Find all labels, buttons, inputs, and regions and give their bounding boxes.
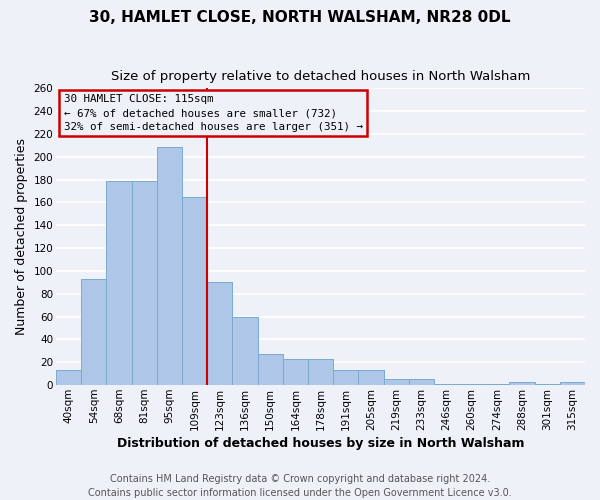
Text: Contains HM Land Registry data © Crown copyright and database right 2024.
Contai: Contains HM Land Registry data © Crown c… [88,474,512,498]
Bar [333,370,358,385]
X-axis label: Distribution of detached houses by size in North Walsham: Distribution of detached houses by size … [117,437,524,450]
Bar [358,370,383,385]
Bar [484,384,509,385]
Bar [560,382,585,385]
Bar [308,359,333,385]
Bar [459,384,484,385]
Bar [131,181,157,385]
Bar [182,197,207,385]
Bar [257,354,283,385]
Y-axis label: Number of detached properties: Number of detached properties [15,138,28,335]
Bar [232,316,257,385]
Bar [56,370,81,385]
Bar [434,384,459,385]
Text: 30, HAMLET CLOSE, NORTH WALSHAM, NR28 0DL: 30, HAMLET CLOSE, NORTH WALSHAM, NR28 0D… [89,10,511,25]
Text: 30 HAMLET CLOSE: 115sqm
← 67% of detached houses are smaller (732)
32% of semi-d: 30 HAMLET CLOSE: 115sqm ← 67% of detache… [64,94,362,132]
Bar [383,380,409,385]
Bar [509,382,535,385]
Bar [157,146,182,385]
Bar [535,384,560,385]
Bar [409,380,434,385]
Bar [106,181,131,385]
Title: Size of property relative to detached houses in North Walsham: Size of property relative to detached ho… [111,70,530,83]
Bar [81,279,106,385]
Bar [207,282,232,385]
Bar [283,359,308,385]
